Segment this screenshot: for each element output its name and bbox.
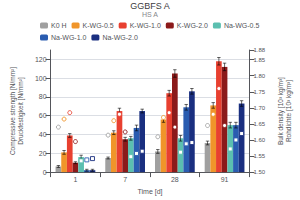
svg-text:7: 7 xyxy=(123,176,127,183)
svg-text:K0 H: K0 H xyxy=(51,22,67,29)
svg-text:100: 100 xyxy=(35,75,47,82)
svg-text:1.55: 1.55 xyxy=(253,153,265,159)
svg-text:Druckfestigkeit [N/mm²]: Druckfestigkeit [N/mm²] xyxy=(17,77,25,145)
svg-text:1.60: 1.60 xyxy=(253,137,265,143)
svg-text:K-WG-0.5: K-WG-0.5 xyxy=(83,22,114,29)
svg-text:Bulk density [10³ kg/m³]: Bulk density [10³ kg/m³] xyxy=(277,77,285,145)
svg-text:120: 120 xyxy=(35,56,47,63)
svg-text:1.80: 1.80 xyxy=(253,73,265,79)
svg-text:Compressive strength [N/mm²]: Compressive strength [N/mm²] xyxy=(9,67,17,155)
svg-text:GGBFS A: GGBFS A xyxy=(130,1,170,11)
svg-text:1.85: 1.85 xyxy=(253,57,265,63)
svg-text:20: 20 xyxy=(39,150,47,157)
svg-text:K-WG-2.0: K-WG-2.0 xyxy=(177,22,208,29)
svg-text:K-WG-1.0: K-WG-1.0 xyxy=(130,22,161,29)
svg-text:Rohdichte [10³ kg/m³]: Rohdichte [10³ kg/m³] xyxy=(285,80,293,142)
svg-text:60: 60 xyxy=(39,112,47,119)
svg-text:28: 28 xyxy=(171,176,179,183)
svg-text:Na-WG-0.5: Na-WG-0.5 xyxy=(224,22,260,29)
svg-text:91: 91 xyxy=(221,176,229,183)
svg-text:1.75: 1.75 xyxy=(253,89,265,95)
svg-text:1.88: 1.88 xyxy=(253,47,265,53)
svg-text:HS A: HS A xyxy=(142,11,158,18)
svg-text:Na-WG-1.0: Na-WG-1.0 xyxy=(51,34,87,41)
svg-text:0: 0 xyxy=(43,169,47,176)
svg-text:40: 40 xyxy=(39,131,47,138)
svg-text:Na-WG-2.0: Na-WG-2.0 xyxy=(102,34,138,41)
svg-text:1: 1 xyxy=(73,176,77,183)
svg-text:1.65: 1.65 xyxy=(253,121,265,127)
svg-text:Time [d]: Time [d] xyxy=(137,188,162,196)
svg-text:1.70: 1.70 xyxy=(253,105,265,111)
svg-text:1.50: 1.50 xyxy=(253,169,265,175)
svg-text:80: 80 xyxy=(39,93,47,100)
